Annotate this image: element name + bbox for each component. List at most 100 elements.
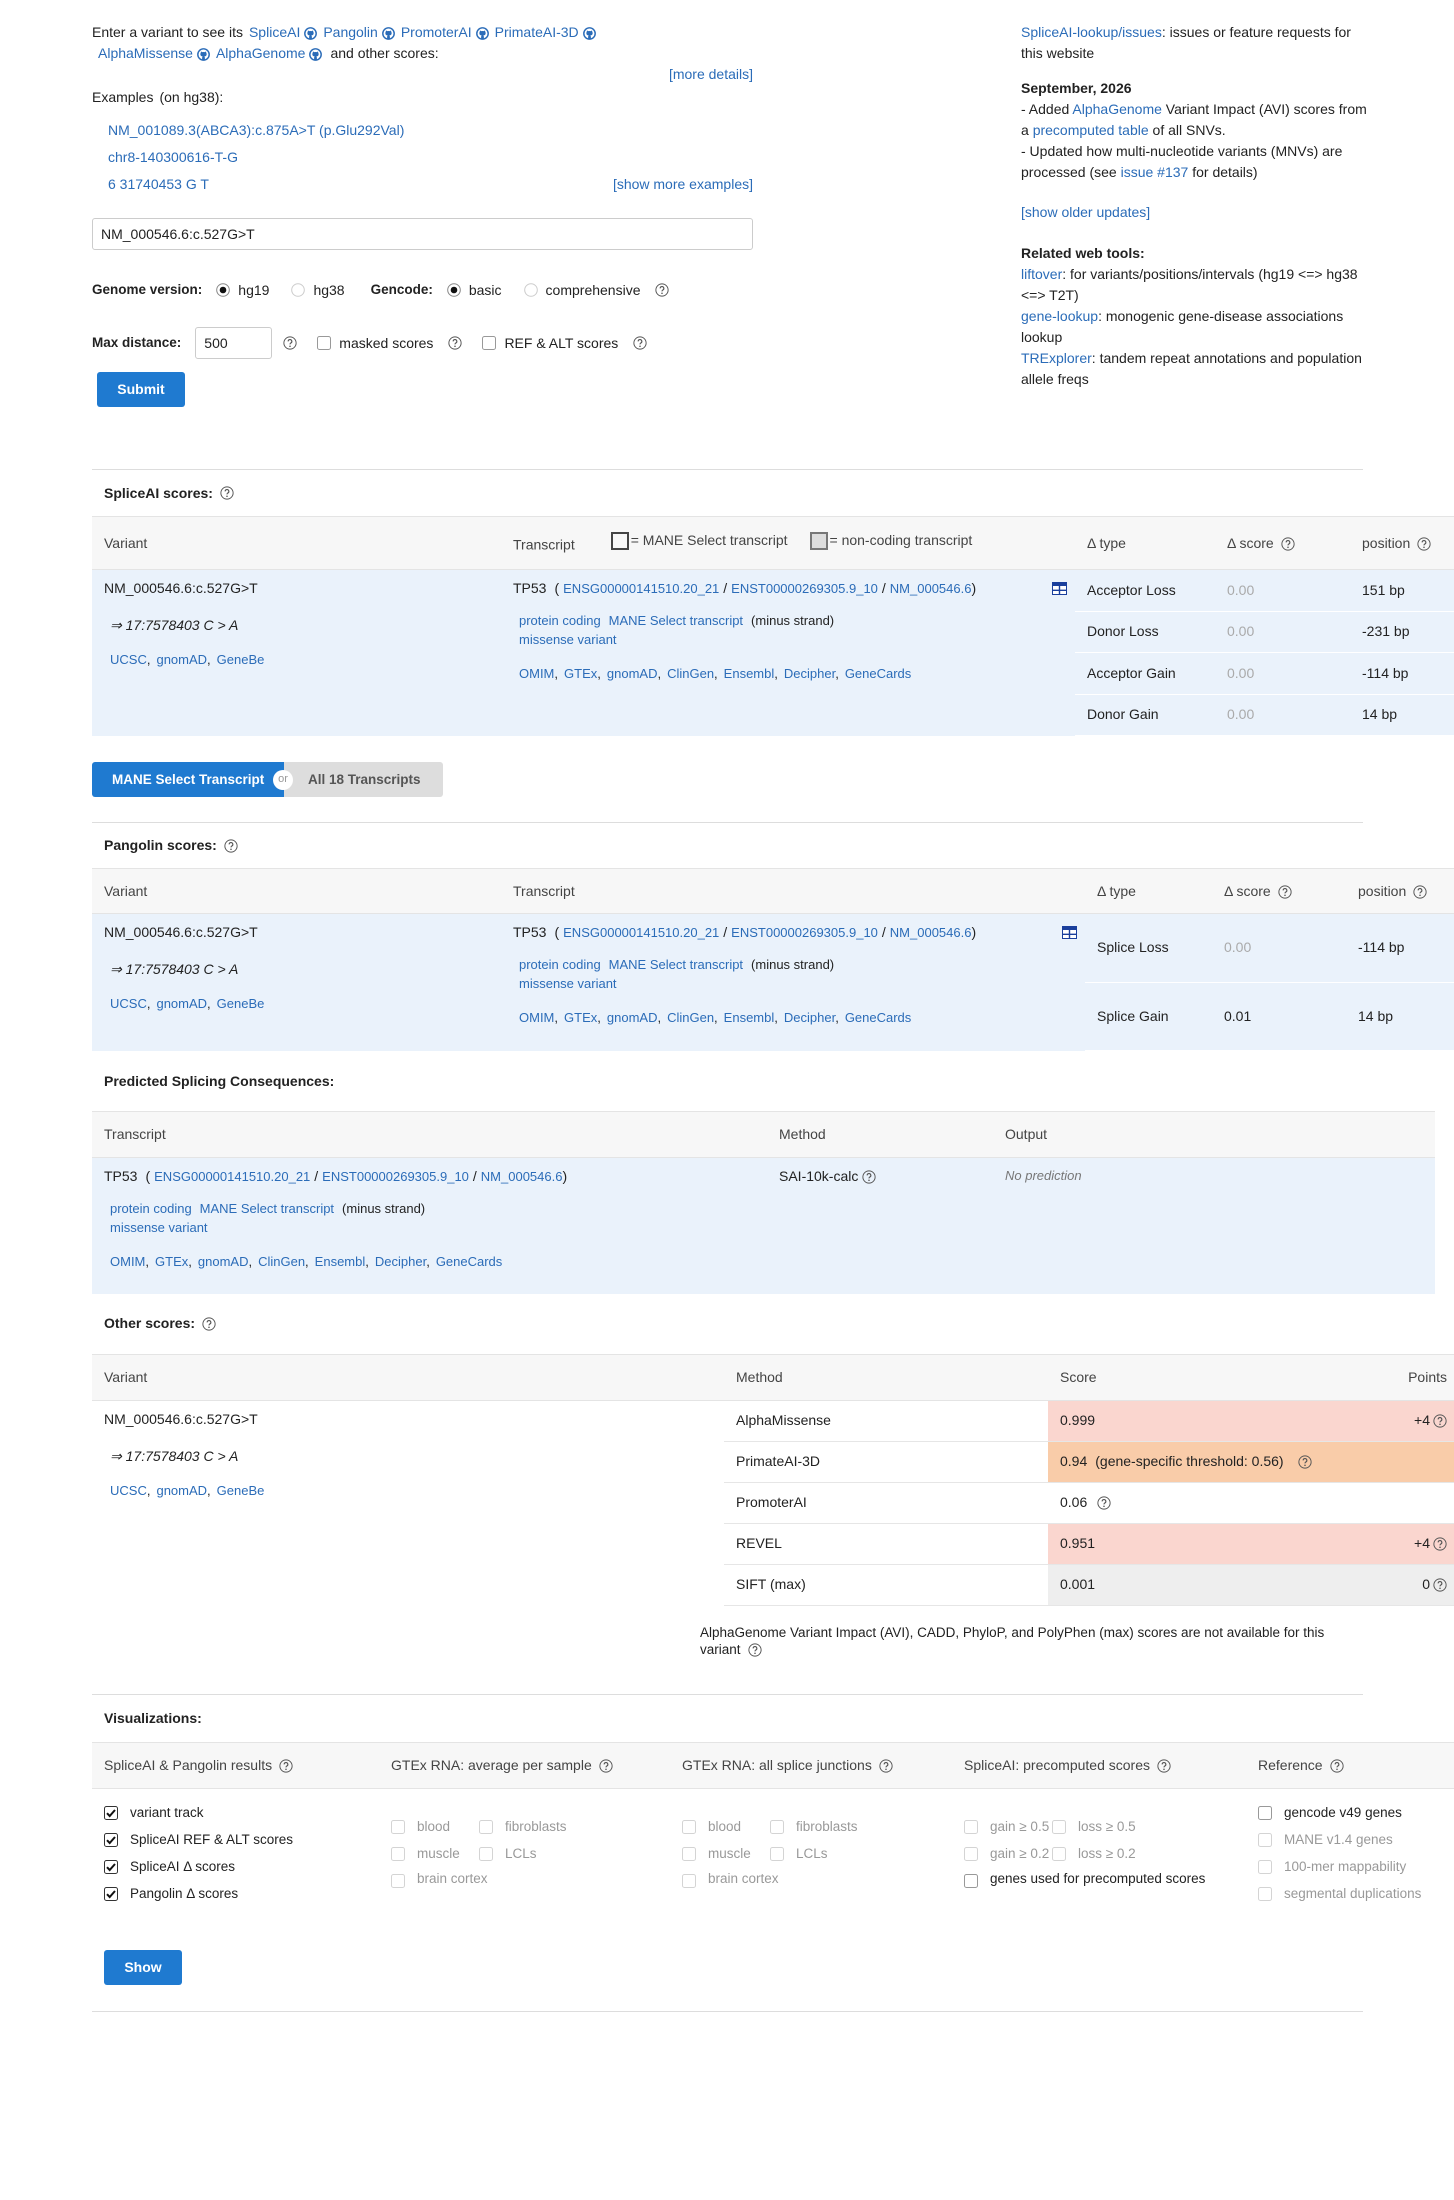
show-button[interactable]: Show — [104, 1950, 182, 1985]
help-icon[interactable] — [1281, 537, 1295, 551]
option[interactable]: comprehensive — [523, 280, 640, 301]
option[interactable]: REF & ALT scores — [482, 333, 618, 354]
example-link[interactable]: 6 31740453 G T — [108, 176, 209, 192]
link[interactable]: GTEx — [564, 1010, 598, 1025]
link[interactable]: Ensembl — [314, 1254, 366, 1269]
help-icon[interactable] — [1433, 1414, 1447, 1428]
help-icon[interactable] — [599, 1759, 613, 1773]
link[interactable]: Decipher — [783, 1010, 836, 1025]
link[interactable]: TRExplorer — [1021, 350, 1092, 366]
link[interactable]: gnomAD — [606, 1010, 658, 1025]
consequence[interactable]: missense variant — [110, 1220, 208, 1235]
variant-input[interactable]: NM_000546.6:c.527G>T — [92, 218, 753, 250]
checkbox-option[interactable]: genes used for precomputed scores — [964, 1871, 1234, 1888]
help-icon[interactable] — [1433, 1537, 1447, 1551]
checkbox-option[interactable]: Pangolin Δ scores — [104, 1884, 367, 1904]
github-icon[interactable] — [582, 26, 596, 40]
mane-tag[interactable]: MANE Select transcript — [199, 1201, 335, 1216]
help-icon[interactable] — [1157, 1759, 1171, 1773]
link[interactable]: OMIM — [110, 1254, 146, 1269]
link[interactable]: Ensembl — [723, 666, 775, 681]
checkbox-option[interactable]: SpliceAI Δ scores — [104, 1857, 367, 1877]
transcript-id[interactable]: ENSG00000141510.20_21 — [563, 925, 720, 940]
help-icon[interactable] — [1417, 537, 1431, 551]
link[interactable]: OMIM — [519, 1010, 555, 1025]
link[interactable]: OMIM — [519, 666, 555, 681]
tool-link[interactable]: PromoterAI — [400, 24, 472, 40]
link[interactable]: GTEx — [564, 666, 598, 681]
table-icon[interactable] — [1062, 926, 1077, 939]
link[interactable]: precomputed table — [1032, 122, 1149, 138]
transcript-id[interactable]: NM_000546.6 — [480, 1169, 563, 1184]
distance-input[interactable]: 500 — [195, 327, 273, 359]
link[interactable]: GeneCards — [435, 1254, 503, 1269]
help-icon[interactable] — [1329, 1759, 1344, 1773]
link[interactable]: GeneBe — [216, 652, 265, 667]
mane-button[interactable]: MANE Select Transcript — [92, 762, 284, 797]
option[interactable]: masked scores — [317, 333, 433, 354]
biotype[interactable]: protein coding — [519, 957, 601, 972]
tool-link[interactable]: PrimateAI-3D — [494, 24, 579, 40]
link[interactable]: gnomAD — [156, 996, 208, 1011]
transcript-id[interactable]: ENST00000269305.9_10 — [731, 925, 878, 940]
checkbox-option[interactable]: SpliceAI REF & ALT scores — [104, 1830, 367, 1850]
tool-link[interactable]: AlphaMissense — [98, 45, 193, 61]
link[interactable]: gnomAD — [606, 666, 658, 681]
link[interactable]: GTEx — [155, 1254, 189, 1269]
more-details[interactable]: [more details] — [668, 66, 753, 82]
help-icon[interactable] — [279, 1759, 293, 1773]
help-icon[interactable] — [1413, 885, 1427, 899]
example-link[interactable]: NM_001089.3(ABCA3):c.875A>T (p.Glu292Val… — [108, 122, 405, 138]
github-icon[interactable] — [309, 47, 323, 61]
link[interactable]: issue #137 — [1120, 164, 1189, 180]
link[interactable]: SpliceAI-lookup/issues — [1021, 24, 1162, 40]
checkbox-option[interactable]: variant track — [104, 1803, 367, 1823]
help-icon[interactable] — [220, 486, 234, 500]
submit-button[interactable]: Submit — [97, 372, 185, 407]
link[interactable]: ClinGen — [667, 1010, 715, 1025]
link[interactable]: Ensembl — [723, 1010, 775, 1025]
github-icon[interactable] — [475, 26, 489, 40]
link[interactable]: GeneBe — [216, 1482, 265, 1498]
help-icon[interactable] — [448, 336, 463, 350]
show-older[interactable]: [show older updates] — [1021, 204, 1151, 220]
help-icon[interactable] — [202, 1316, 216, 1331]
help-icon[interactable] — [1297, 1455, 1312, 1469]
link[interactable]: gene-lookup — [1021, 308, 1099, 324]
link[interactable]: liftover — [1021, 266, 1063, 282]
link[interactable]: gnomAD — [156, 1482, 208, 1498]
help-icon[interactable] — [1278, 885, 1292, 899]
link[interactable]: UCSC — [110, 652, 147, 667]
transcript-id[interactable]: NM_000546.6 — [889, 581, 972, 596]
link[interactable]: Decipher — [374, 1254, 427, 1269]
consequence[interactable]: missense variant — [519, 976, 617, 991]
link[interactable]: AlphaGenome — [1072, 101, 1162, 117]
tool-link[interactable]: Pangolin — [323, 24, 378, 40]
link[interactable]: gnomAD — [156, 652, 208, 667]
help-icon[interactable] — [1097, 1496, 1111, 1510]
link[interactable]: GeneCards — [844, 1010, 912, 1025]
biotype[interactable]: protein coding — [110, 1201, 192, 1216]
transcript-id[interactable]: ENST00000269305.9_10 — [731, 581, 878, 596]
all-button[interactable]: All 18 Transcripts — [284, 762, 443, 797]
example-link[interactable]: chr8-140300616-T-G — [108, 149, 238, 165]
consequence[interactable]: missense variant — [519, 632, 617, 647]
help-icon[interactable] — [879, 1759, 893, 1773]
help-icon[interactable] — [655, 283, 670, 297]
link[interactable]: GeneBe — [216, 996, 265, 1011]
transcript-id[interactable]: ENST00000269305.9_10 — [322, 1169, 469, 1184]
checkbox-option[interactable]: gencode v49 genes — [1258, 1803, 1454, 1823]
biotype[interactable]: protein coding — [519, 613, 601, 628]
help-icon[interactable] — [862, 1170, 876, 1184]
link[interactable]: ClinGen — [258, 1254, 306, 1269]
option[interactable]: hg19 — [216, 280, 269, 301]
tool-link[interactable]: SpliceAI — [248, 24, 301, 40]
help-icon[interactable] — [283, 336, 297, 350]
mane-tag[interactable]: MANE Select transcript — [608, 957, 744, 972]
link[interactable]: UCSC — [110, 1482, 147, 1498]
tool-link[interactable]: AlphaGenome — [215, 45, 306, 61]
link[interactable]: UCSC — [110, 996, 147, 1011]
github-icon[interactable] — [197, 47, 210, 61]
option[interactable]: basic — [447, 280, 502, 301]
transcript-id[interactable]: NM_000546.6 — [889, 925, 972, 940]
